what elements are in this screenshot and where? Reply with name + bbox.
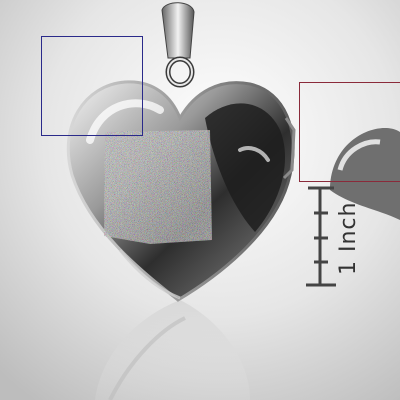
ruler-label: 1 Inch xyxy=(336,201,361,275)
ruler-label-clip: 1 Inch xyxy=(330,185,370,285)
ruler-scale xyxy=(306,186,336,287)
